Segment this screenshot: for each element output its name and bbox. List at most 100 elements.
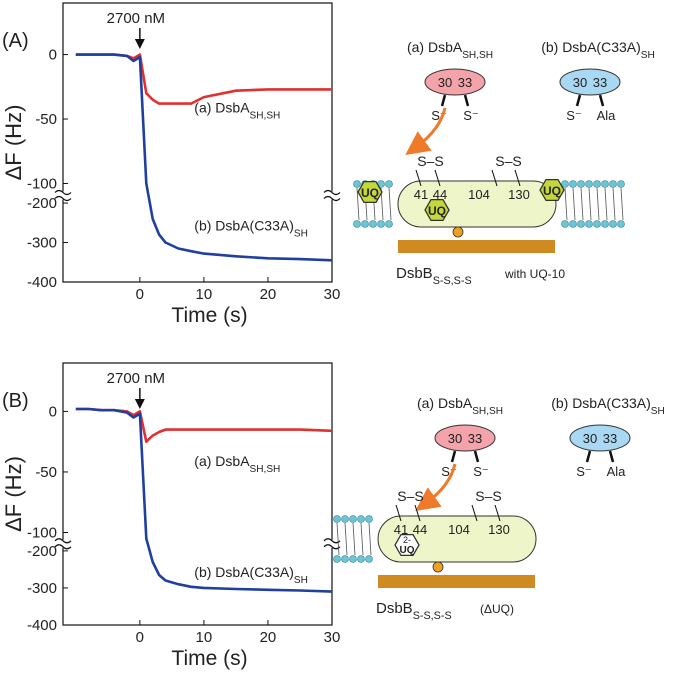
quinone-charge: 2- <box>403 535 411 545</box>
lipid-head <box>333 515 341 523</box>
series-label-part: (a) DsbA <box>194 100 250 116</box>
disulfide: S–S <box>397 488 423 504</box>
residue: 30 <box>573 75 587 90</box>
gold-surface <box>378 575 535 588</box>
axis-break-mark <box>54 189 72 196</box>
bond <box>415 169 422 187</box>
y-axis-label: ΔF (Hz) <box>1 105 26 181</box>
diagram-caption: DsbBS-S,S-S <box>376 600 452 622</box>
lipid-head <box>601 220 609 228</box>
side-chain <box>608 450 615 463</box>
series-line <box>75 53 332 105</box>
axis-break-mark <box>323 538 341 544</box>
quinone-label: UQ <box>400 545 415 556</box>
disulfide: S–S <box>495 153 521 169</box>
bond <box>414 504 421 522</box>
axis-break-mark <box>54 544 72 550</box>
protein <box>434 424 496 452</box>
dsbb-residue: 41 <box>414 187 428 202</box>
lipid-head <box>593 180 601 188</box>
quinone <box>357 180 383 204</box>
x-tick-label: 30 <box>324 286 341 303</box>
residue: 33 <box>603 431 617 446</box>
side-chain <box>463 94 470 107</box>
y-tick-label: -100 <box>27 175 57 192</box>
protein-label: (b) DsbA(C33A)SH <box>551 395 665 417</box>
lipid-head <box>357 515 365 523</box>
y-tick-label: -100 <box>27 524 57 541</box>
lipid-head <box>617 220 625 228</box>
series-label: (b) DsbA(C33A)SH <box>194 564 308 586</box>
lipid-tail <box>344 522 348 556</box>
protein-label-part: (b) DsbA(C33A) <box>551 395 651 411</box>
quinone-label: UQ <box>428 204 446 218</box>
residue: 33 <box>458 75 472 90</box>
reaction-arrow <box>415 463 457 512</box>
lipid-tail <box>580 187 584 221</box>
lipid-head <box>585 180 593 188</box>
side-chain-label: S⁻ <box>576 464 592 479</box>
lipid-tail <box>356 187 360 221</box>
lipid-tail <box>620 187 624 221</box>
lipid-tail <box>596 187 600 221</box>
protein-label: (b) DsbA(C33A)SH <box>541 39 655 61</box>
axis-break-gap <box>324 191 340 200</box>
dsbb-residue: 104 <box>468 187 490 202</box>
side-chain <box>585 450 592 463</box>
bond <box>491 169 498 187</box>
lipid-tail <box>388 187 392 221</box>
quinone <box>539 178 565 202</box>
lipid-head <box>561 220 569 228</box>
lipid-head <box>569 180 577 188</box>
x-axis-label: Time (s) <box>171 647 247 670</box>
diagram-caption-part: DsbB <box>376 600 413 617</box>
lipid-head <box>341 555 349 563</box>
lipid-head <box>369 220 377 228</box>
series-label-part: SH <box>294 228 308 239</box>
protein-label-part: SH,SH <box>462 50 493 61</box>
protein-label: (a) DsbASH,SH <box>407 39 493 61</box>
y-tick-label: 0 <box>49 403 57 420</box>
gold-surface <box>398 240 555 253</box>
lipid-head <box>365 555 373 563</box>
lipid-head <box>365 515 373 523</box>
cofactor <box>432 561 444 573</box>
disulfide: S–S <box>475 488 501 504</box>
lipid-head <box>609 180 617 188</box>
axis-break-gap <box>55 191 71 200</box>
bond <box>471 504 478 522</box>
y-tick-label: -50 <box>35 464 57 481</box>
dsbb-protein <box>377 515 537 563</box>
x-tick-label: 0 <box>136 629 144 646</box>
lipid-head <box>349 555 357 563</box>
y-tick-label: -300 <box>27 580 57 597</box>
dsbb-residue: 130 <box>488 522 510 537</box>
dsbb-residue: 104 <box>448 522 470 537</box>
x-tick-label: 10 <box>196 286 213 303</box>
lipid-tail <box>612 187 616 221</box>
cofactor <box>452 226 464 238</box>
lipid-head <box>385 220 393 228</box>
lipid-head <box>361 220 369 228</box>
x-tick-label: 20 <box>260 286 277 303</box>
lipid-head <box>377 220 385 228</box>
series-line <box>75 53 333 262</box>
protein-label-part: (b) DsbA(C33A) <box>541 39 641 55</box>
x-axis-label: Time (s) <box>171 304 247 327</box>
dsbb-residue: 41 <box>394 522 408 537</box>
lipid-head <box>353 220 361 228</box>
series-line <box>75 407 333 593</box>
lipid-head <box>585 220 593 228</box>
lipid-head <box>385 180 393 188</box>
lipid-tail <box>564 187 568 221</box>
side-chain <box>473 450 480 463</box>
quinone <box>394 533 420 557</box>
bond <box>434 169 441 187</box>
axis-break-gap <box>324 539 340 548</box>
lipid-head <box>593 220 601 228</box>
side-chain-label: S⁻ <box>566 108 582 123</box>
x-tick-label: 30 <box>324 629 341 646</box>
residue: 30 <box>448 431 462 446</box>
lipid-head <box>577 180 585 188</box>
